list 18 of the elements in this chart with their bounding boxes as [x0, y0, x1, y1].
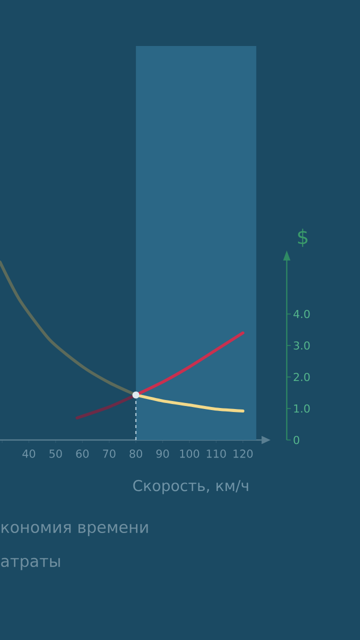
x-tick-label: 40	[22, 450, 36, 458]
x-tick-label: 120	[234, 450, 253, 458]
x-tick-label: 100	[180, 450, 200, 458]
y-axis-title: $	[298, 228, 308, 247]
y-tick-label: 1.0	[294, 404, 310, 413]
text: атраты	[1, 558, 60, 570]
y-tick-label: 2.0	[294, 372, 310, 382]
y-tick-label: 0	[294, 436, 300, 444]
x-tick-label: 80	[130, 450, 142, 458]
x-axis-title: Скорость, км/ч	[133, 480, 248, 494]
text: кономия времени	[2, 524, 148, 536]
x-tick-label: 110	[206, 450, 226, 458]
x-tick-label: 70	[103, 450, 116, 458]
y-tick-label: 4.0	[293, 310, 310, 318]
x-tick-label: 90	[156, 450, 169, 458]
x-tick-label: 60	[76, 450, 89, 458]
x-tick-label: 50	[49, 450, 62, 458]
y-tick-label: 3.0	[294, 341, 310, 350]
